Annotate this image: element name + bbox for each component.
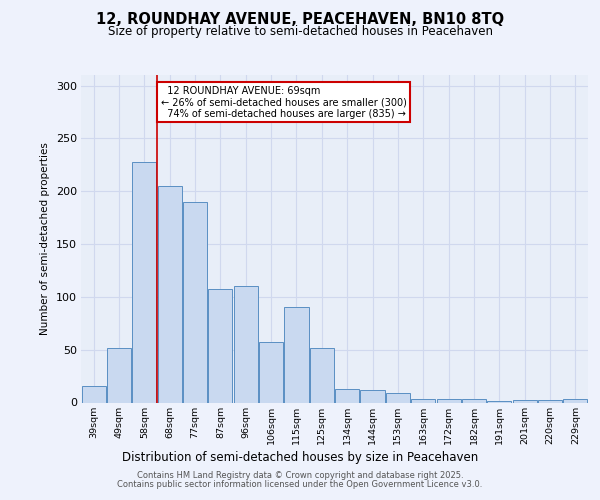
Bar (361, 390, 385, 402)
Bar (183, 202, 207, 402)
Bar (462, 400, 486, 402)
Bar (512, 400, 536, 402)
Bar (234, 286, 258, 403)
Bar (208, 290, 232, 403)
Bar (386, 393, 410, 402)
Text: 12, ROUNDHAY AVENUE, PEACEHAVEN, BN10 8TQ: 12, ROUNDHAY AVENUE, PEACEHAVEN, BN10 8T… (96, 12, 504, 28)
Bar (259, 342, 283, 402)
Text: Contains HM Land Registry data © Crown copyright and database right 2025.: Contains HM Land Registry data © Crown c… (137, 471, 463, 480)
Bar (158, 186, 182, 402)
Text: Distribution of semi-detached houses by size in Peacehaven: Distribution of semi-detached houses by … (122, 451, 478, 464)
Bar (107, 348, 131, 403)
Bar (133, 162, 157, 402)
Bar (335, 389, 359, 402)
Y-axis label: Number of semi-detached properties: Number of semi-detached properties (40, 142, 50, 335)
Text: Contains public sector information licensed under the Open Government Licence v3: Contains public sector information licen… (118, 480, 482, 489)
Bar (284, 308, 308, 402)
Bar (82, 386, 106, 402)
Text: 12 ROUNDHAY AVENUE: 69sqm
← 26% of semi-detached houses are smaller (300)
  74% : 12 ROUNDHAY AVENUE: 69sqm ← 26% of semi-… (161, 86, 407, 119)
Bar (563, 400, 587, 402)
Bar (538, 400, 562, 402)
Bar (310, 348, 334, 403)
Text: Size of property relative to semi-detached houses in Peacehaven: Size of property relative to semi-detach… (107, 25, 493, 38)
Bar (411, 400, 435, 402)
Bar (437, 400, 461, 402)
